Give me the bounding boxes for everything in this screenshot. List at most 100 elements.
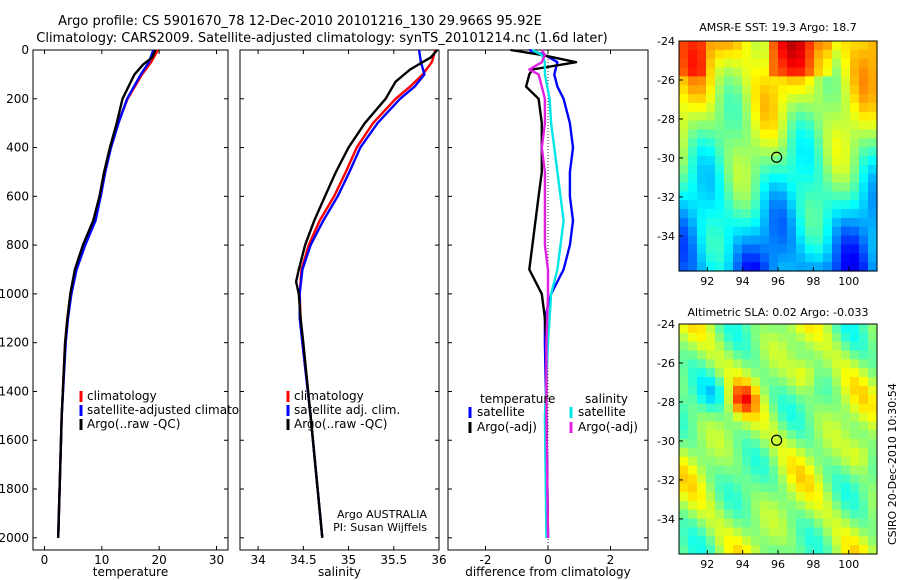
sst-map-cell (769, 262, 779, 272)
sla-map-cell (778, 332, 788, 343)
sla-map-cell (697, 350, 707, 360)
sst-map-cell (850, 217, 860, 228)
sla-map-cell (850, 536, 860, 546)
sla-map-cell (805, 359, 815, 369)
sst-map-cell (832, 191, 842, 201)
sla-map-cell (769, 474, 779, 484)
sst-map-cell (724, 76, 734, 86)
sla-map-cell (805, 483, 815, 493)
sst-map-cell (778, 102, 788, 113)
sst-map-cell (832, 209, 842, 219)
sst-map-cell (778, 182, 788, 192)
sst-map-cell (751, 182, 761, 192)
sla-map-cell (778, 430, 788, 440)
sla-map-cell (688, 421, 698, 431)
sla-map-cell (787, 430, 797, 440)
sst-map-cell (796, 191, 806, 201)
sst-map-cell (823, 200, 833, 210)
sst-map-cell (823, 191, 833, 201)
sla-map-cell (769, 527, 779, 537)
sla-map-cell (805, 430, 815, 440)
sst-map-cell (787, 262, 797, 272)
sst-map-cell (850, 182, 860, 192)
sst-map-cell (769, 182, 779, 192)
sst-map-cell (688, 94, 698, 104)
sla-map-cell (805, 456, 815, 467)
sla-map-cell (742, 483, 752, 493)
sla-map-cell (814, 447, 824, 458)
sst-map-cell (850, 49, 860, 60)
sla-map-cell (850, 394, 860, 405)
sla-map-cell (841, 412, 851, 422)
sst-map-cell (751, 262, 761, 272)
sst-map-cell (850, 235, 860, 246)
sla-map-cell (706, 465, 716, 475)
sla-map-cell (751, 385, 761, 396)
sst-map-cell (679, 58, 689, 69)
sst-map-cell (733, 138, 743, 148)
sst-map-cell (850, 58, 860, 69)
sla-map-cell (796, 377, 806, 387)
sla-map-cell (814, 332, 824, 343)
sst-map-cell (706, 235, 716, 246)
sst-map-cell (859, 67, 869, 77)
sst-map-cell (715, 102, 725, 113)
sla-map-cell (751, 518, 761, 529)
sla-map-cell (769, 545, 779, 555)
sla-map-cell (778, 350, 788, 360)
depth-tick-label: 400 (6, 141, 29, 155)
sla-map-cell (706, 500, 716, 511)
sst-map-cell (814, 138, 824, 148)
sst-map-cell (850, 102, 860, 113)
sst-map-cell (778, 58, 788, 69)
salinity-legend-label: climatology (294, 389, 364, 403)
sla-map-cell (733, 500, 743, 511)
sst-map-cell (697, 111, 707, 122)
sla-map-cell (832, 403, 842, 414)
depth-tick-label: 1800 (0, 482, 29, 496)
sla-map-cell (706, 536, 716, 546)
sst-map-cell (706, 147, 716, 157)
sst-map-cell (796, 164, 806, 175)
sla-map-cell (859, 350, 869, 360)
sst-map-cell (697, 67, 707, 77)
sst-map-cell (715, 209, 725, 219)
sla-map-cell (841, 350, 851, 360)
sla-map-cell (850, 492, 860, 502)
sla-map-cell (688, 359, 698, 369)
sla-map-cell (769, 465, 779, 475)
sla-map-cell (715, 377, 725, 387)
sla-map-cell (724, 474, 734, 484)
sla-map-cell (868, 332, 878, 343)
salinity-x-tick-label: 36 (431, 553, 446, 567)
sla-map-cell (859, 465, 869, 475)
sla-map-cell (733, 324, 743, 334)
sst-map-cell (733, 156, 743, 166)
sst-map-cell (796, 200, 806, 210)
sla-map-cell (814, 465, 824, 475)
sla-map-cell (715, 536, 725, 546)
sst-map-cell (724, 102, 734, 113)
sst-map-cell (769, 209, 779, 219)
sst-map-cell (796, 129, 806, 139)
sla-map-cell (823, 350, 833, 360)
sla-map-cell (769, 430, 779, 440)
sla-map-cell (787, 456, 797, 467)
sla-map-cell (769, 509, 779, 520)
sst-map-cell (796, 120, 806, 131)
sst-map-cell (706, 226, 716, 237)
sst-map-cell (706, 94, 716, 104)
sst-map-cell (733, 102, 743, 113)
sla-map-cell (697, 536, 707, 546)
sla-map-cell (697, 492, 707, 502)
sst-map-cell (832, 67, 842, 77)
sla-map-cell (868, 439, 878, 449)
sla-map-x-tick-label: 94 (736, 558, 750, 571)
sla-map-cell (715, 368, 725, 378)
sla-map-cell (688, 324, 698, 334)
sst-map-cell (769, 111, 779, 122)
sla-map-cell (823, 536, 833, 546)
sst-map-cell (742, 129, 752, 139)
sla-map-cell (706, 403, 716, 414)
sst-map-cell (724, 120, 734, 131)
